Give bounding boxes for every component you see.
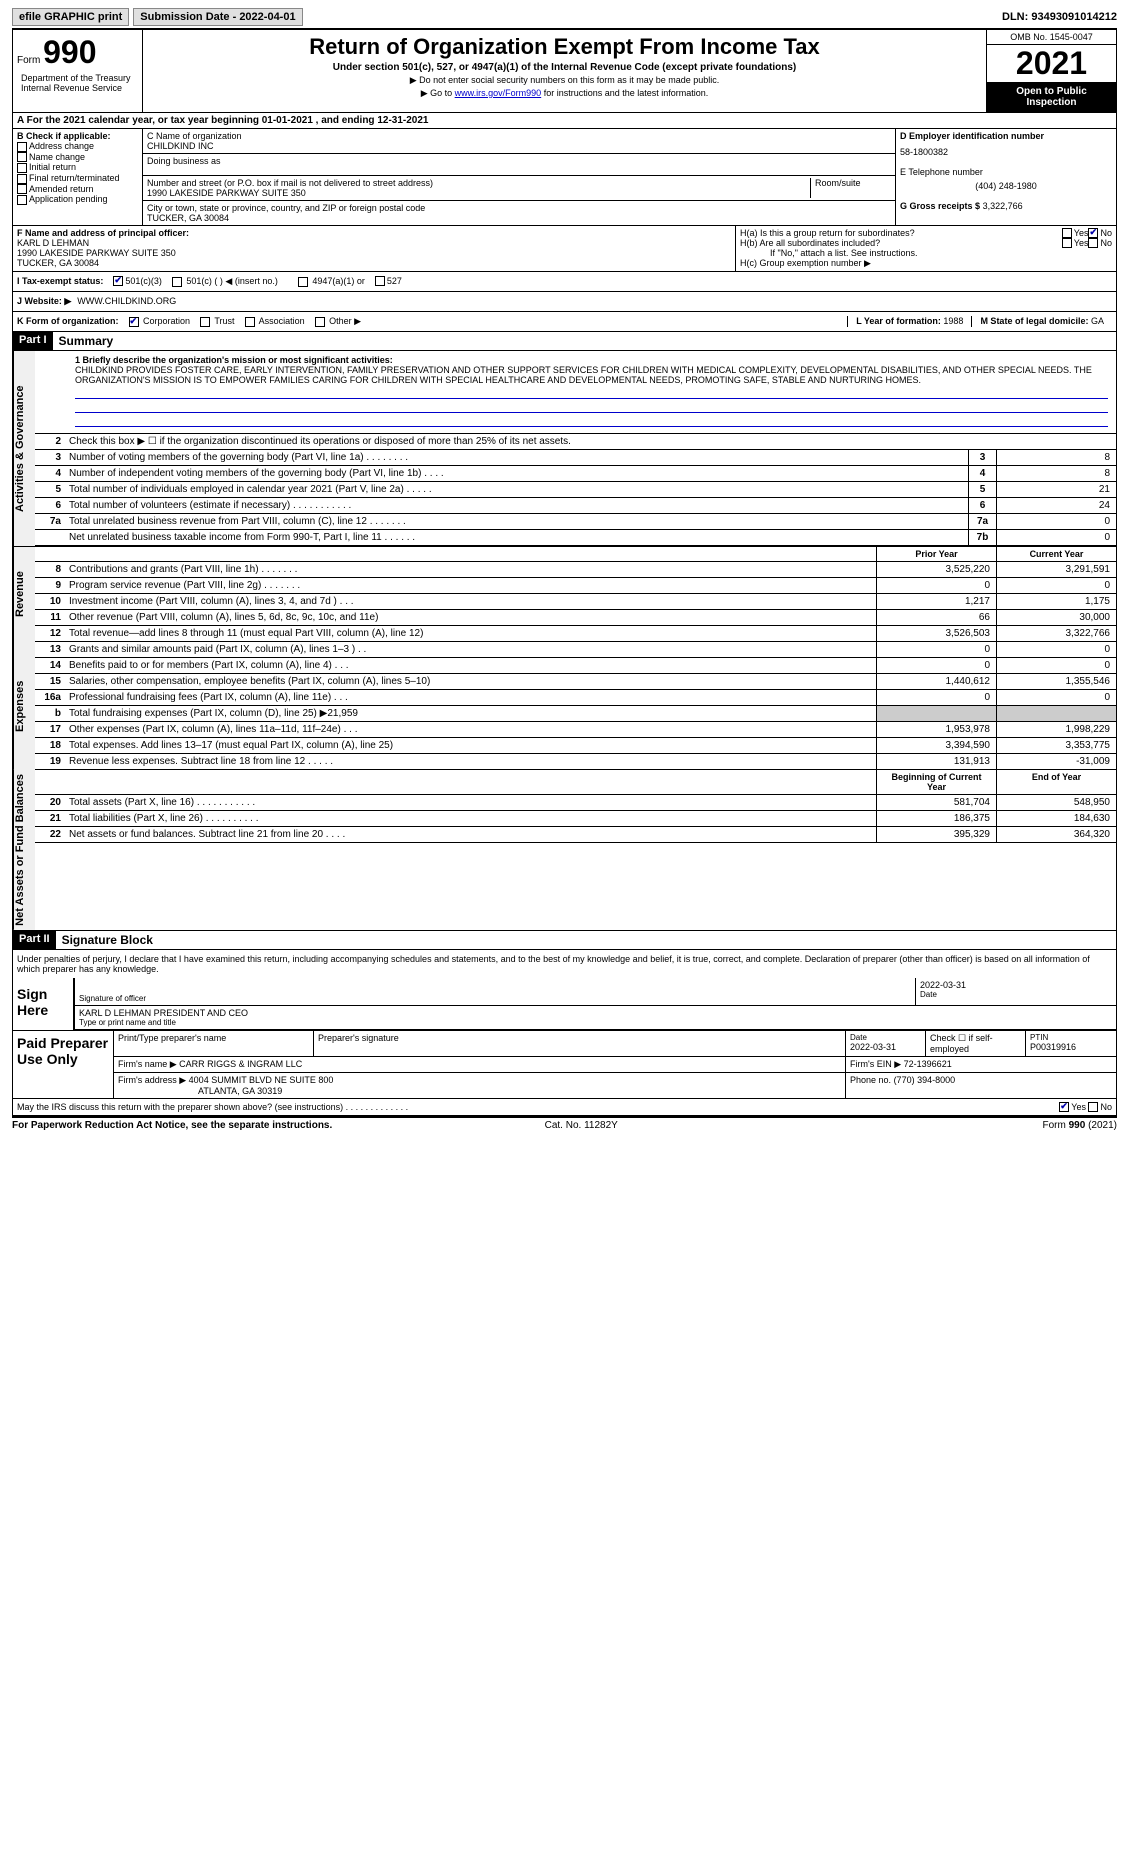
firm-name: CARR RIGGS & INGRAM LLC	[179, 1059, 302, 1069]
cb-501c3[interactable]	[113, 276, 123, 286]
cb-trust[interactable]	[200, 317, 210, 327]
data-line: 20Total assets (Part X, line 16) . . . .…	[35, 795, 1116, 811]
data-line: 10Investment income (Part VIII, column (…	[35, 594, 1116, 610]
data-line: bTotal fundraising expenses (Part IX, co…	[35, 706, 1116, 722]
cb-amended[interactable]	[17, 184, 27, 194]
box-d: D Employer identification number 58-1800…	[896, 129, 1116, 225]
phone-value: (404) 248-1980	[900, 181, 1112, 191]
box-b: B Check if applicable: Address change Na…	[13, 129, 143, 225]
mission-text: CHILDKIND PROVIDES FOSTER CARE, EARLY IN…	[75, 365, 1108, 385]
form-note1: ▶ Do not enter social security numbers o…	[147, 75, 982, 86]
gov-line: 7aTotal unrelated business revenue from …	[35, 514, 1116, 530]
box-h: H(a) Is this a group return for subordin…	[736, 226, 1116, 271]
cb-hb-yes[interactable]	[1062, 238, 1072, 248]
perjury-declaration: Under penalties of perjury, I declare th…	[13, 950, 1116, 978]
data-line: 15Salaries, other compensation, employee…	[35, 674, 1116, 690]
data-line: 14Benefits paid to or for members (Part …	[35, 658, 1116, 674]
state-domicile: GA	[1091, 316, 1104, 326]
data-line: 21Total liabilities (Part X, line 26) . …	[35, 811, 1116, 827]
activities-governance: Activities & Governance 1 Briefly descri…	[12, 351, 1117, 546]
omb-number: OMB No. 1545-0047	[987, 30, 1116, 45]
section-bcd: B Check if applicable: Address change Na…	[12, 129, 1117, 226]
box-c: C Name of organization CHILDKIND INC Doi…	[143, 129, 896, 225]
revenue-section: Revenue Prior YearCurrent Year 8Contribu…	[12, 546, 1117, 642]
street-address: 1990 LAKESIDE PARKWAY SUITE 350	[147, 188, 806, 198]
city-state-zip: TUCKER, GA 30084	[147, 213, 891, 223]
mission-block: 1 Briefly describe the organization's mi…	[35, 351, 1116, 434]
top-toolbar: efile GRAPHIC print Submission Date - 20…	[12, 8, 1117, 30]
gov-line: 6Total number of volunteers (estimate if…	[35, 498, 1116, 514]
gov-line: 3Number of voting members of the governi…	[35, 450, 1116, 466]
part1-header: Part I Summary	[12, 332, 1117, 351]
tax-year: 2021	[987, 45, 1116, 82]
org-name: CHILDKIND INC	[147, 141, 891, 151]
cb-corp[interactable]	[129, 317, 139, 327]
prep-date: 2022-03-31	[850, 1042, 921, 1052]
ein-value: 58-1800382	[900, 147, 1112, 157]
inspection-badge: Open to Public Inspection	[987, 82, 1116, 112]
data-line: 11Other revenue (Part VIII, column (A), …	[35, 610, 1116, 626]
cb-pending[interactable]	[17, 195, 27, 205]
gov-line: 4Number of independent voting members of…	[35, 466, 1116, 482]
data-line: 13Grants and similar amounts paid (Part …	[35, 642, 1116, 658]
cb-address-change[interactable]	[17, 142, 27, 152]
part2-header: Part II Signature Block	[12, 931, 1117, 950]
net-assets-section: Net Assets or Fund Balances Beginning of…	[12, 770, 1117, 931]
gov-line: 5Total number of individuals employed in…	[35, 482, 1116, 498]
ptin: P00319916	[1030, 1042, 1112, 1052]
efile-button[interactable]: efile GRAPHIC print	[12, 8, 129, 26]
data-line: 12Total revenue—add lines 8 through 11 (…	[35, 626, 1116, 642]
officer-name-title: KARL D LEHMAN PRESIDENT AND CEO	[79, 1008, 1112, 1018]
form-word: Form	[17, 55, 40, 66]
website-value: WWW.CHILDKIND.ORG	[77, 296, 176, 307]
cb-final-return[interactable]	[17, 174, 27, 184]
data-line: 8Contributions and grants (Part VIII, li…	[35, 562, 1116, 578]
page-footer: For Paperwork Reduction Act Notice, see …	[12, 1116, 1117, 1131]
cb-irs-no[interactable]	[1088, 1102, 1098, 1112]
data-line: 19Revenue less expenses. Subtract line 1…	[35, 754, 1116, 770]
data-line: 22Net assets or fund balances. Subtract …	[35, 827, 1116, 843]
box-f: F Name and address of principal officer:…	[13, 226, 736, 271]
form-note2: ▶ Go to www.irs.gov/Form990 for instruct…	[147, 88, 982, 99]
data-line: 18Total expenses. Add lines 13–17 (must …	[35, 738, 1116, 754]
firm-ein: 72-1396621	[904, 1059, 952, 1069]
gov-line: Net unrelated business taxable income fr…	[35, 530, 1116, 546]
year-formation: 1988	[943, 316, 963, 326]
cb-4947[interactable]	[298, 277, 308, 287]
data-line: 9Program service revenue (Part VIII, lin…	[35, 578, 1116, 594]
row-a-period: A For the 2021 calendar year, or tax yea…	[12, 113, 1117, 129]
expenses-section: Expenses 13Grants and similar amounts pa…	[12, 642, 1117, 770]
cb-irs-yes[interactable]	[1059, 1102, 1069, 1112]
data-line: 16aProfessional fundraising fees (Part I…	[35, 690, 1116, 706]
row-k: K Form of organization: Corporation Trus…	[12, 312, 1117, 332]
form-subtitle: Under section 501(c), 527, or 4947(a)(1)…	[147, 62, 982, 73]
dept-label: Department of the Treasury Internal Reve…	[17, 71, 138, 95]
cb-other[interactable]	[315, 317, 325, 327]
dln-label: DLN: 93493091014212	[1002, 11, 1117, 23]
form-title: Return of Organization Exempt From Incom…	[147, 34, 982, 60]
cb-ha-no[interactable]	[1088, 228, 1098, 238]
cb-501c[interactable]	[172, 277, 182, 287]
submission-date-button[interactable]: Submission Date - 2022-04-01	[133, 8, 302, 26]
irs-link[interactable]: www.irs.gov/Form990	[455, 88, 542, 98]
form-header: Form 990 Department of the Treasury Inte…	[12, 30, 1117, 113]
cb-hb-no[interactable]	[1088, 238, 1098, 248]
form-number: 990	[43, 34, 96, 70]
cb-ha-yes[interactable]	[1062, 228, 1072, 238]
signature-block: Under penalties of perjury, I declare th…	[12, 950, 1117, 1117]
row-i: I Tax-exempt status: 501(c)(3) 501(c) ( …	[12, 272, 1117, 292]
data-line: 17Other expenses (Part IX, column (A), l…	[35, 722, 1116, 738]
section-fh: F Name and address of principal officer:…	[12, 226, 1117, 272]
firm-phone: (770) 394-8000	[894, 1075, 956, 1085]
cb-527[interactable]	[375, 276, 385, 286]
row-j: J Website: ▶ WWW.CHILDKIND.ORG	[12, 292, 1117, 312]
cb-assoc[interactable]	[245, 317, 255, 327]
cb-initial-return[interactable]	[17, 163, 27, 173]
cb-name-change[interactable]	[17, 152, 27, 162]
sig-date: 2022-03-31	[920, 980, 1112, 990]
gross-receipts: 3,322,766	[983, 201, 1023, 211]
